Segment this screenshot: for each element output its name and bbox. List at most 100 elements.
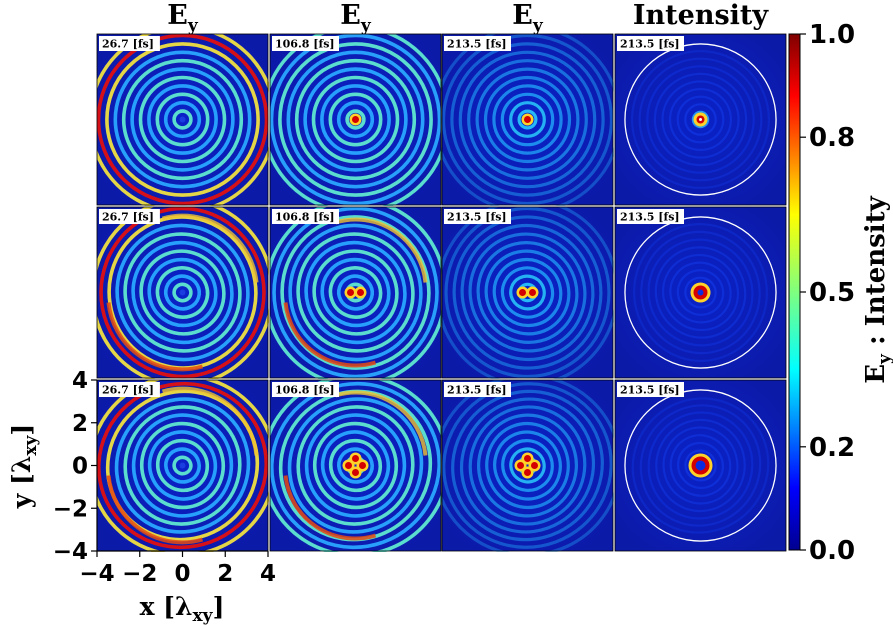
panel-border <box>614 206 787 379</box>
field-ring <box>131 413 234 518</box>
field-ring <box>328 438 383 493</box>
field-ring <box>485 421 570 510</box>
field-ring <box>113 50 252 189</box>
column-title-sub: y <box>532 16 544 36</box>
field-spot <box>345 462 352 469</box>
field-spot <box>352 455 359 462</box>
colorbar-label: Ey : Intensity <box>861 195 893 383</box>
field-ring <box>296 232 415 353</box>
field-pattern <box>97 34 269 206</box>
colorbar-tick-label: 0.0 <box>809 536 855 566</box>
field-pattern <box>270 34 442 206</box>
field-spot <box>352 116 359 123</box>
field-center <box>179 116 186 123</box>
field-ring <box>138 75 227 164</box>
field-ring <box>304 413 407 518</box>
field-arc <box>334 217 428 283</box>
time-tag: 213.5 [fs] <box>447 38 507 51</box>
time-tag-box <box>272 36 339 51</box>
field-ring <box>509 101 546 138</box>
x-tick-label: −4 <box>79 561 114 587</box>
field-ring <box>311 75 400 164</box>
field-ring <box>294 58 417 181</box>
y-axis-label-end: ] <box>7 424 36 436</box>
field-spot <box>531 462 538 469</box>
field-ring <box>517 109 538 130</box>
field-ring <box>493 430 562 501</box>
x-tick-label: −2 <box>122 561 157 587</box>
intensity-core <box>697 289 704 296</box>
x-tick-label: 4 <box>260 561 276 587</box>
field-ring <box>646 65 755 174</box>
time-tag: 26.7 [fs] <box>102 384 154 397</box>
colorbar-label-main: E <box>861 364 891 384</box>
field-pattern <box>631 397 770 534</box>
time-tag: 213.5 [fs] <box>620 38 680 51</box>
x-tick-label: 0 <box>174 561 190 587</box>
field-ring <box>684 276 717 309</box>
time-tag-box <box>444 382 511 397</box>
time-tag-box <box>617 36 684 51</box>
panel-border <box>269 379 442 552</box>
field-ring <box>139 249 226 336</box>
time-tag-box <box>444 36 511 51</box>
panel-border <box>441 206 614 379</box>
field-ring <box>684 103 717 136</box>
field-arc <box>161 213 259 283</box>
field-ring <box>442 34 614 206</box>
y-tick-label: 0 <box>72 454 88 480</box>
field-ring <box>163 274 202 311</box>
field-ring <box>163 100 202 139</box>
colorbar-tick-label: 0.8 <box>809 123 855 153</box>
field-ring <box>450 42 605 197</box>
field-ring <box>155 438 210 493</box>
field-ring <box>676 441 725 490</box>
field-pattern <box>442 207 614 379</box>
field-ring <box>336 100 375 139</box>
field-ring <box>320 84 391 155</box>
column-title-main: E <box>512 0 533 31</box>
field-ring <box>155 92 210 147</box>
x-tick-label: 2 <box>217 561 233 587</box>
time-tag-box <box>99 382 160 397</box>
panel-r3-c2: 106.8 [fs] <box>269 379 442 552</box>
y-axis-label-main: y [λ <box>7 456 36 510</box>
field-ring <box>155 266 210 319</box>
field-ring <box>164 447 201 484</box>
time-tag-box <box>272 209 339 224</box>
field-ring <box>501 439 554 492</box>
column-title-sub: y <box>360 16 372 36</box>
panel-border <box>441 379 614 552</box>
y-tick-label: −2 <box>53 496 88 522</box>
field-center <box>179 289 186 296</box>
field-ring <box>105 42 260 197</box>
field-ring <box>484 249 571 336</box>
field-spot <box>529 289 536 296</box>
field-ring <box>328 266 383 319</box>
field-ring <box>320 257 391 328</box>
y-ticks: −4 −2 0 2 4 <box>53 368 97 565</box>
panel-r2-c2: 106.8 [fs] <box>269 206 442 379</box>
field-ring <box>320 430 391 501</box>
panel-r1-c3: 213.5 [fs] <box>441 33 614 206</box>
field-ring <box>147 257 218 328</box>
colorbar-label-end: : Intensity <box>861 195 891 354</box>
field-ring <box>662 426 739 505</box>
intensity-core <box>699 118 702 121</box>
column-title-2: Ey <box>340 0 372 36</box>
field-ring <box>312 249 399 336</box>
time-tag: 213.5 [fs] <box>447 384 507 397</box>
panel-border <box>96 206 269 379</box>
field-pattern <box>97 380 269 552</box>
field-ring <box>304 240 407 345</box>
field-arc <box>283 475 377 541</box>
colorbar-tick-label: 1.0 <box>809 20 855 50</box>
field-ring <box>476 241 579 344</box>
time-tag-box <box>617 382 684 397</box>
field-arc <box>334 390 428 456</box>
field-ring <box>655 418 746 513</box>
aperture-circle <box>624 43 777 196</box>
field-ring <box>509 274 546 311</box>
